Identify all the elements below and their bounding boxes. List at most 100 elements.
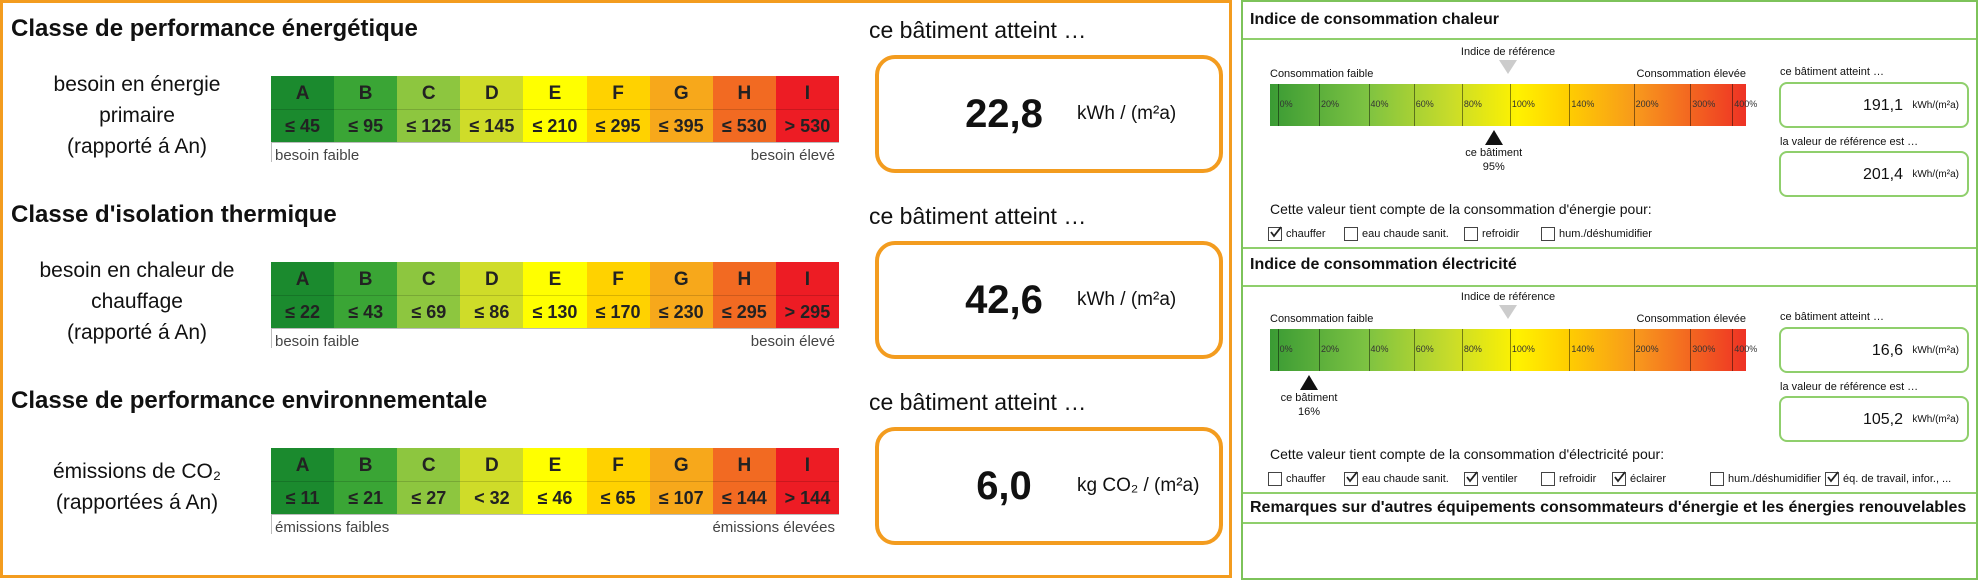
checkbox[interactable] bbox=[1344, 227, 1358, 241]
tick-label: 100% bbox=[1511, 344, 1535, 354]
usage-option: eau chaude sanit. bbox=[1344, 227, 1449, 241]
reference-value: 201,4 bbox=[1862, 166, 1903, 183]
grade-limit: ≤ 170 bbox=[586, 296, 650, 328]
grade-letter: C bbox=[397, 262, 461, 296]
value: 42,6 bbox=[965, 278, 1043, 322]
grade-limit: ≤ 107 bbox=[649, 482, 713, 514]
reach-label: ce bâtiment atteint … bbox=[869, 389, 1087, 415]
tick-label: 200% bbox=[1635, 344, 1659, 354]
grade-letter: E bbox=[523, 76, 587, 110]
tick-line bbox=[1319, 84, 1321, 126]
reference-label: Indice de référence bbox=[1460, 291, 1556, 303]
checkbox[interactable] bbox=[1268, 226, 1282, 241]
tick-label: 20% bbox=[1321, 99, 1340, 109]
tick-label: 300% bbox=[1692, 344, 1716, 354]
checkbox[interactable] bbox=[1710, 472, 1724, 486]
unit: kWh/(m²a) bbox=[1912, 100, 1959, 111]
remarks-header bbox=[1243, 492, 1976, 524]
section-header bbox=[1243, 2, 1976, 40]
tick-line bbox=[1461, 84, 1463, 126]
label-line: chauffage bbox=[91, 289, 183, 313]
grade-limit: ≤ 45 bbox=[271, 110, 335, 142]
tick-label: 20% bbox=[1321, 344, 1340, 354]
grade-limit: > 530 bbox=[775, 110, 839, 142]
grade-letter: H bbox=[712, 448, 776, 482]
grade-limit: ≤ 530 bbox=[712, 110, 776, 142]
label-line: primaire bbox=[99, 103, 175, 127]
grade-letter: D bbox=[460, 448, 524, 482]
value-box: 16,6 kWh/(m²a) bbox=[1779, 327, 1969, 373]
usage-option: chauffer bbox=[1268, 472, 1326, 486]
grade-letter: B bbox=[334, 76, 398, 110]
unit: kWh / (m²a) bbox=[1077, 289, 1177, 310]
usage-note: Cette valeur tient compte de la consomma… bbox=[1270, 446, 1665, 462]
value: 22,8 bbox=[965, 92, 1043, 136]
grade-limit: ≤ 27 bbox=[397, 482, 461, 514]
label-block: besoin en chaleur de chauffage (rapporté á… bbox=[17, 251, 257, 351]
check-mark bbox=[1466, 471, 1477, 483]
grade-limit: ≤ 295 bbox=[712, 296, 776, 328]
tick-line bbox=[1633, 329, 1635, 371]
grade-letter: B bbox=[334, 262, 398, 296]
usage-label: refroidir bbox=[1482, 228, 1520, 240]
checkbox[interactable] bbox=[1268, 472, 1282, 486]
scale-left-edge bbox=[271, 142, 272, 162]
tick-label: 140% bbox=[1571, 344, 1595, 354]
right-panel: Indice de consommation chaleur Indice de … bbox=[1241, 0, 1978, 580]
grade-letter: H bbox=[712, 262, 776, 296]
tick-label: 200% bbox=[1635, 99, 1659, 109]
check-mark bbox=[1346, 471, 1357, 483]
value-box: 42,6 kWh / (m²a) bbox=[875, 241, 1223, 359]
marker-value: 95% bbox=[1482, 161, 1505, 173]
scale-baseline bbox=[271, 328, 839, 329]
usage-option: refroidir bbox=[1541, 472, 1596, 486]
reference-triangle bbox=[1499, 60, 1517, 74]
checkbox[interactable] bbox=[1541, 472, 1555, 486]
scale-low: besoin faible bbox=[275, 147, 360, 164]
tick-line bbox=[1569, 329, 1571, 371]
grade-limit: ≤ 130 bbox=[523, 296, 587, 328]
usage-note: Cette valeur tient compte de la consomma… bbox=[1270, 201, 1652, 217]
usage-label: hum./déshumidifier bbox=[1728, 473, 1821, 485]
grade-limit: > 144 bbox=[775, 482, 839, 514]
section-title: Indice de consommation électricité bbox=[1250, 256, 1517, 273]
marker-label: ce bâtiment bbox=[1465, 147, 1523, 159]
reference-value-box: 201,4 kWh/(m²a) bbox=[1779, 151, 1969, 197]
grade-letter: C bbox=[397, 76, 461, 110]
tick-line bbox=[1509, 329, 1511, 371]
grade-limit: ≤ 46 bbox=[523, 482, 587, 514]
usage-option: refroidir bbox=[1464, 227, 1519, 241]
grade-letter: F bbox=[586, 448, 650, 482]
checkbox[interactable] bbox=[1541, 227, 1555, 241]
checkbox[interactable] bbox=[1464, 471, 1478, 486]
usage-label: eau chaude sanit. bbox=[1362, 473, 1449, 485]
tick-line bbox=[1461, 329, 1463, 371]
tick-line bbox=[1569, 84, 1571, 126]
usage-label: éclairer bbox=[1630, 473, 1667, 485]
grade-limit: ≤ 95 bbox=[334, 110, 398, 142]
label-line: besoin en chaleur de bbox=[39, 258, 235, 282]
checkbox[interactable] bbox=[1344, 471, 1358, 486]
reach-label: ce bâtiment atteint … bbox=[869, 17, 1087, 43]
grade-letter: A bbox=[271, 262, 335, 296]
checkbox[interactable] bbox=[1825, 471, 1839, 486]
checkbox[interactable] bbox=[1464, 227, 1478, 241]
reference-triangle bbox=[1499, 305, 1517, 319]
remarks-title: Remarques sur d'autres équipements conso… bbox=[1250, 499, 1967, 516]
section-title: Classe d'isolation thermique bbox=[11, 201, 337, 228]
tick-line bbox=[1690, 329, 1692, 371]
usage-label: chauffer bbox=[1286, 473, 1326, 485]
value-box: 6,0 kg CO₂ / (m²a) bbox=[875, 427, 1223, 545]
tick-label: 80% bbox=[1463, 344, 1482, 354]
grade-letter: I bbox=[775, 76, 839, 110]
tick-line bbox=[1732, 329, 1734, 371]
marker-label: ce bâtiment bbox=[1280, 392, 1338, 404]
usage-option: éq. de travail, infor., ... bbox=[1825, 471, 1951, 486]
usage-option: eau chaude sanit. bbox=[1344, 471, 1449, 486]
grade-letter: D bbox=[460, 262, 524, 296]
label-line: besoin en énergie bbox=[53, 72, 221, 96]
checkbox[interactable] bbox=[1612, 471, 1626, 486]
grade-letter: B bbox=[334, 448, 398, 482]
tick-line bbox=[1509, 84, 1511, 126]
